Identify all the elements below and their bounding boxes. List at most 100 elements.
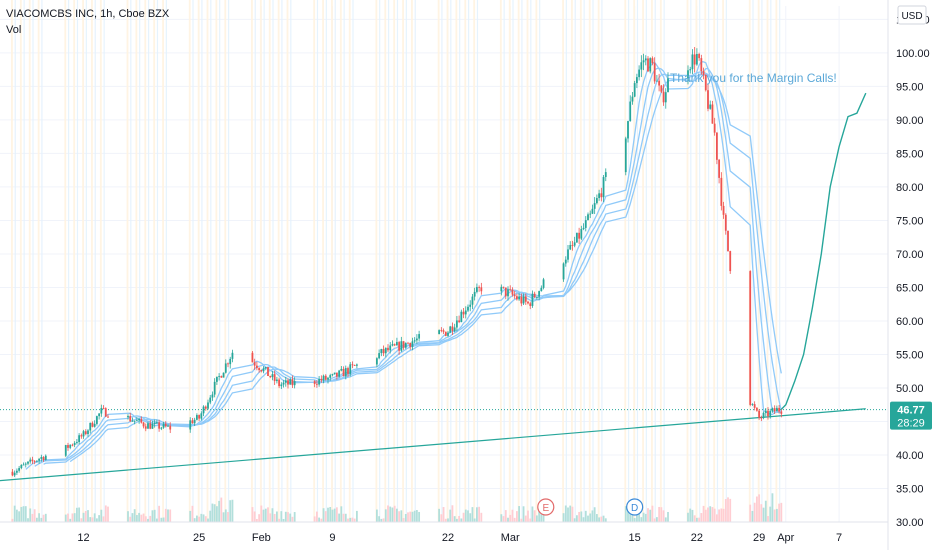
candle-body [631,96,634,102]
volume-bar [595,514,598,522]
candle-body [227,363,229,365]
volume-bar [84,510,87,522]
premarket-band [659,0,662,522]
premarket-band [153,0,156,522]
candle-body [75,442,78,443]
volume-bar [31,513,34,522]
candle-body [691,54,694,70]
candle-body [398,342,401,351]
postmarket-band [316,0,319,522]
premarket-band [144,0,147,522]
premarket-band [126,0,129,522]
volume-label[interactable]: Vol [6,24,22,36]
y-tick-label: 55.00 [896,349,924,361]
candle-body [35,460,38,462]
volume-bar [24,506,27,522]
volume-bar [780,502,783,522]
candle-body [693,54,696,65]
postmarket-band [139,0,141,522]
candle-body [522,296,525,304]
volume-bar [727,497,729,522]
postmarket-band [467,0,470,522]
premarket-band [757,0,760,522]
volume-bar [95,518,98,522]
volume-bar [64,514,67,522]
volume-bar [664,517,667,522]
volume-bar [695,517,698,522]
volume-bar [773,509,776,522]
postmarket-band [512,0,514,522]
volume-bar [775,508,778,522]
symbol-title[interactable]: VIACOMCBS INC, 1h, Cboe BZX [6,8,170,20]
candle-body [209,397,212,403]
candle-body [518,296,521,300]
x-tick-label: 12 [77,532,89,544]
candle-body [340,368,343,371]
volume-bar [315,511,318,522]
volume-bar [529,518,532,522]
candle-body [533,293,536,298]
candle-body [689,69,692,71]
volume-bar [409,511,412,522]
candle-body [529,303,532,306]
y-tick-label: 65.00 [896,282,924,294]
volume-bar [98,515,101,522]
volume-bar [251,507,254,522]
volume-bar [147,518,149,522]
volume-bar [540,514,543,522]
volume-bar [262,509,265,522]
session-bands [11,0,781,522]
candle-body [253,362,256,366]
candle-body [704,74,707,91]
postmarket-band [716,0,719,522]
candle-body [409,342,412,347]
y-tick-label: 85.00 [896,148,924,160]
volume-bar [571,506,574,522]
postmarket-band [192,0,194,522]
volume-bar [473,518,476,522]
postmarket-band [201,0,203,522]
y-tick-label: 75.00 [896,215,924,227]
volume-bar [700,513,703,522]
premarket-band [517,0,520,522]
candle-body [760,417,763,419]
volume-bar [193,518,196,522]
candle-body [664,92,667,103]
volume-bar [27,518,29,522]
volume-bar [453,516,456,522]
premarket-band [713,0,716,522]
premarket-band [597,0,600,522]
volume-bar [169,509,172,522]
volume-bar [564,505,567,522]
volume-bar [515,511,518,522]
volume-bar [642,512,645,522]
premarket-band [766,0,769,522]
candle-body [442,330,445,332]
volume-bar [258,514,261,522]
x-tick-label: Feb [252,532,271,544]
volume-bar [627,508,629,522]
candle-body [438,330,441,335]
volume-bar [587,515,589,522]
candle-body [220,376,223,378]
candle-body [575,232,578,243]
volume-bar [318,517,321,522]
volume-bar [729,498,732,522]
volume-bar [340,506,343,522]
volume-bar [127,511,129,522]
margin-call-annotation: Thank you for the Margin Calls! [670,71,837,85]
volume-bar [278,518,281,522]
volume-bar [231,499,234,522]
volume-bar [107,506,109,522]
candle-body [564,259,567,264]
volume-bar [667,511,669,522]
premarket-band [82,0,84,522]
postmarket-band [23,0,25,522]
postmarket-band [210,0,212,522]
volume-bar [575,515,578,522]
volume-bar [698,517,701,522]
volume-bar [691,509,694,522]
candle-body [655,80,658,82]
candle-body [100,407,103,414]
